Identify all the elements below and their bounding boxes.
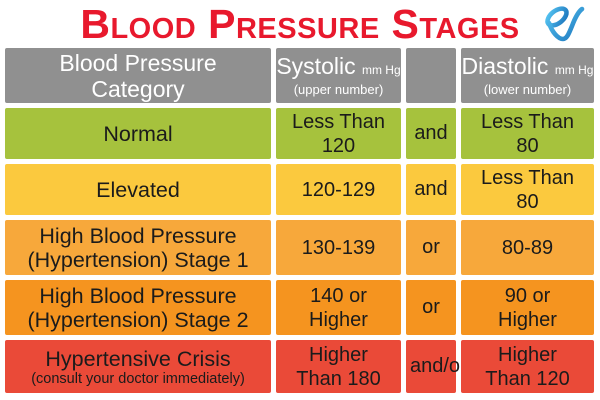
cell-diastolic: 90 or Higher — [461, 280, 594, 335]
diastolic-subtitle: (lower number) — [483, 81, 572, 97]
cell-category: High Blood Pressure (Hypertension) Stage… — [5, 280, 271, 335]
systolic-subtitle: (upper number) — [293, 81, 384, 97]
systolic-value: 120-129 — [301, 178, 376, 201]
systolic-header-label: Systolic — [276, 52, 356, 79]
cell-systolic: Higher Than 180 — [276, 340, 401, 393]
connector-label: and — [414, 122, 448, 144]
connector-label: or — [422, 236, 440, 258]
title-bar: Blood Pressure Stages — [0, 0, 600, 48]
col-header-category: Blood Pressure Category — [5, 48, 271, 103]
cell-connector: and — [406, 108, 456, 159]
diastolic-value: Less Than 80 — [480, 110, 575, 157]
diastolic-value: 80-89 — [501, 236, 554, 259]
category-label: Hypertensive Crisis — [45, 346, 231, 371]
cell-diastolic: Higher Than 120 — [461, 340, 594, 393]
cell-systolic: 120-129 — [276, 164, 401, 215]
connector-label: and — [414, 178, 448, 200]
cell-systolic: 130-139 — [276, 220, 401, 275]
connector-label: or — [422, 296, 440, 318]
category-label: Elevated — [96, 177, 180, 202]
col-header-category-line2: Category — [91, 75, 185, 102]
diastolic-header-label: Diastolic — [461, 52, 549, 79]
category-sublabel: (consult your doctor immediately) — [31, 370, 245, 387]
cell-connector: or — [406, 220, 456, 275]
cell-systolic: 140 or Higher — [276, 280, 401, 335]
col-header-systolic: Systolic mm Hg (upper number) — [276, 48, 401, 103]
cell-systolic: Less Than 120 — [276, 108, 401, 159]
cell-category: Elevated — [5, 164, 271, 215]
cell-connector: and/or — [406, 340, 467, 393]
cell-category: Normal — [5, 108, 271, 159]
category-label: Normal — [103, 121, 173, 146]
cell-diastolic: Less Than 80 — [461, 108, 594, 159]
systolic-value: 130-139 — [301, 236, 376, 259]
cell-connector: and — [406, 164, 456, 215]
cell-diastolic: Less Than 80 — [461, 164, 594, 215]
systolic-unit-label: mm Hg — [361, 62, 401, 77]
connector-label: and/or — [410, 355, 467, 377]
col-header-connector — [406, 48, 456, 103]
category-label: High Blood Pressure (Hypertension) Stage… — [27, 223, 249, 272]
col-header-diastolic: Diastolic mm Hg (lower number) — [461, 48, 594, 103]
cell-diastolic: 80-89 — [461, 220, 594, 275]
cell-category: High Blood Pressure (Hypertension) Stage… — [5, 220, 271, 275]
systolic-value: Higher Than 180 — [296, 343, 381, 390]
category-label: High Blood Pressure (Hypertension) Stage… — [27, 283, 249, 332]
systolic-value: Less Than 120 — [291, 110, 386, 157]
systolic-value: 140 or Higher — [309, 284, 368, 331]
diastolic-value: 90 or Higher — [498, 284, 557, 331]
bp-table: Blood Pressure Category Systolic mm Hg (… — [5, 48, 594, 393]
cell-connector: or — [406, 280, 456, 335]
diastolic-value: Less Than 80 — [480, 166, 575, 213]
cell-category: Hypertensive Crisis (consult your doctor… — [5, 340, 271, 393]
diastolic-unit-label: mm Hg — [554, 62, 594, 77]
page-title: Blood Pressure Stages — [80, 1, 520, 47]
diastolic-value: Higher Than 120 — [485, 343, 570, 390]
heart-icon — [541, 3, 589, 45]
col-header-category-line1: Blood Pressure — [59, 49, 217, 76]
